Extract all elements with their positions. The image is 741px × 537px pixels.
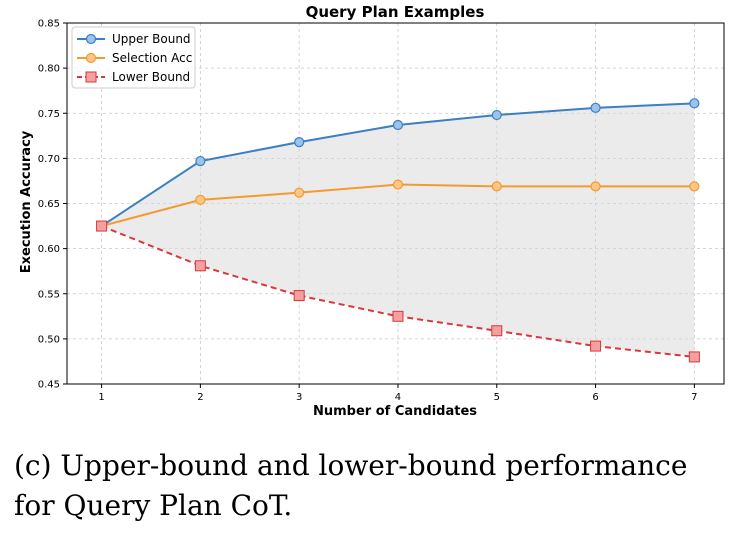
- lower-bound-point: [293, 290, 305, 302]
- lower-bound-point: [392, 310, 404, 322]
- shaded-region: [101, 103, 695, 357]
- y-axis-label: Execution Accuracy: [19, 130, 34, 273]
- upper-bound-point: [195, 155, 206, 167]
- x-tick-label: 5: [494, 392, 500, 403]
- selection-acc-point: [392, 179, 404, 190]
- y-tick-label: 0.70: [38, 154, 60, 165]
- y-tick-label: 0.60: [38, 244, 60, 255]
- y-tick-label: 0.80: [38, 64, 60, 75]
- selection-acc-legend-marker: [85, 52, 97, 64]
- x-tick-label: 1: [98, 392, 104, 403]
- upper-bound-point: [294, 137, 305, 148]
- upper-bound-point: [392, 119, 404, 131]
- lower-bound-point: [590, 340, 602, 352]
- selection-acc-legend-label: Selection Acc: [112, 51, 192, 65]
- x-tick-label: 6: [592, 392, 598, 403]
- x-tick-label: 4: [395, 392, 401, 403]
- lower-bound-point: [96, 220, 108, 232]
- upper-bound-point: [491, 109, 502, 121]
- selection-acc-point: [195, 194, 206, 205]
- series-layer: [96, 98, 700, 363]
- x-tick-label: 3: [296, 392, 302, 403]
- y-tick-label: 0.85: [38, 19, 60, 30]
- lower-bound-point: [491, 325, 503, 337]
- y-tick-label: 0.50: [38, 334, 60, 345]
- y-tick-label: 0.65: [38, 199, 60, 210]
- selection-acc-point: [491, 181, 502, 192]
- selection-acc-point: [294, 187, 305, 198]
- lower-bound-legend-marker: [85, 71, 97, 83]
- upper-bound-legend-marker: [85, 33, 97, 45]
- caption-line-2: for Query Plan CoT.: [14, 489, 293, 522]
- selection-acc-point: [689, 181, 700, 192]
- x-tick-label: 7: [691, 392, 697, 403]
- upper-bound-legend-label: Upper Bound: [112, 32, 191, 46]
- x-axis: 1 2 3 4 5 6 7: [98, 384, 698, 403]
- lower-bound-point: [688, 351, 700, 363]
- chart-title: Query Plan Examples: [306, 3, 485, 21]
- x-tick-label: 2: [197, 392, 203, 403]
- figure-caption: (c) Upper-bound and lower-bound performa…: [14, 446, 734, 526]
- y-axis: 0.45 0.50 0.55 0.60 0.65 0.70 0.75 0.80 0.85: [38, 19, 67, 391]
- legend-box: [71, 26, 196, 89]
- upper-bound-point: [590, 102, 601, 113]
- x-axis-label: Number of Candidates: [313, 404, 477, 419]
- upper-bound-point: [689, 98, 700, 109]
- chart: Query Plan Examples 0.45 0.50 0.55 0.60 0.65…: [19, 3, 725, 419]
- caption-line-1: (c) Upper-bound and lower-bound performa…: [14, 449, 688, 482]
- y-tick-label: 0.55: [38, 289, 60, 300]
- legend: Upper Bound Selection Acc Lower Bound: [71, 26, 196, 89]
- y-tick-label: 0.75: [38, 109, 60, 120]
- y-tick-label: 0.45: [38, 380, 60, 391]
- lower-bound-point: [194, 260, 206, 272]
- selection-acc-point: [590, 181, 601, 192]
- lower-bound-legend-label: Lower Bound: [112, 70, 190, 84]
